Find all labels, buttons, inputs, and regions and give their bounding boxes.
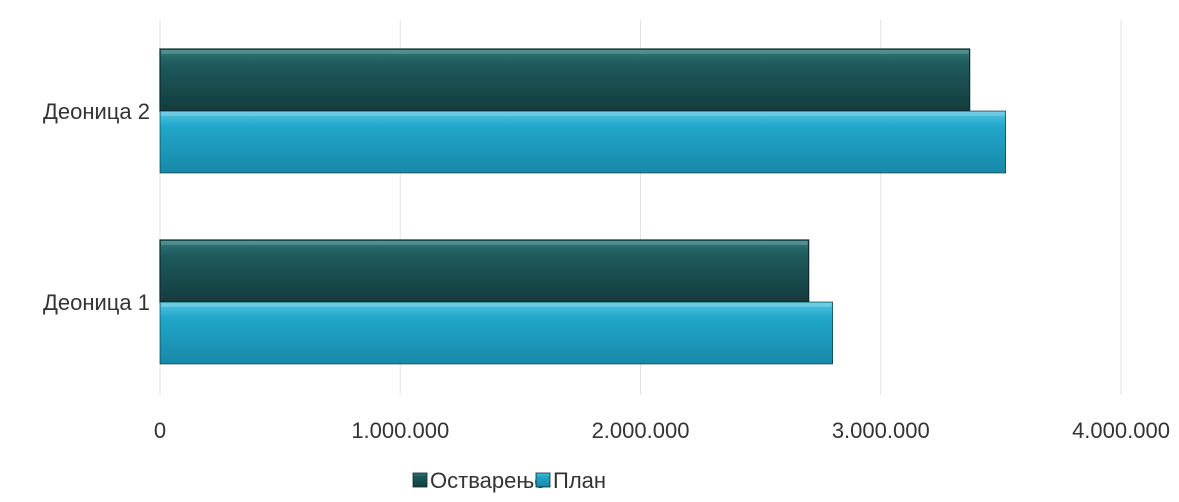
x-axis-tick-labels: 0 1.000.000 2.000.000 3.000.000 4.000.000: [154, 418, 1170, 443]
category-label: Деоница 2: [43, 99, 150, 124]
x-tick-label: 2.000.000: [592, 418, 690, 443]
x-tick-label: 0: [154, 418, 166, 443]
legend-item-ostvarenje: Остварење: [412, 468, 546, 493]
legend-item-plan: План: [535, 468, 606, 493]
legend-swatch: [412, 472, 428, 488]
bar-ostvarenje-2: [159, 48, 971, 112]
bar-highlight: [161, 112, 1005, 116]
bar-ostvarenje-1: [159, 239, 810, 303]
bar-highlight: [161, 50, 969, 54]
legend-swatch: [535, 472, 551, 488]
category-label: Деоница 1: [43, 290, 150, 315]
x-tick-label: 1.000.000: [351, 418, 449, 443]
bar-plan-1: [159, 301, 834, 365]
legend-label: План: [553, 468, 606, 493]
bar-highlight: [161, 241, 808, 245]
x-tick-label: 3.000.000: [832, 418, 930, 443]
legend: Остварење План: [412, 468, 606, 493]
x-tick-label: 4.000.000: [1072, 418, 1170, 443]
bars: [159, 48, 1006, 365]
bar-highlight: [161, 303, 832, 307]
y-axis-category-labels: Деоница 1 Деоница 2: [43, 99, 150, 315]
legend-label: Остварење: [430, 468, 546, 493]
bar-plan-2: [159, 110, 1006, 174]
